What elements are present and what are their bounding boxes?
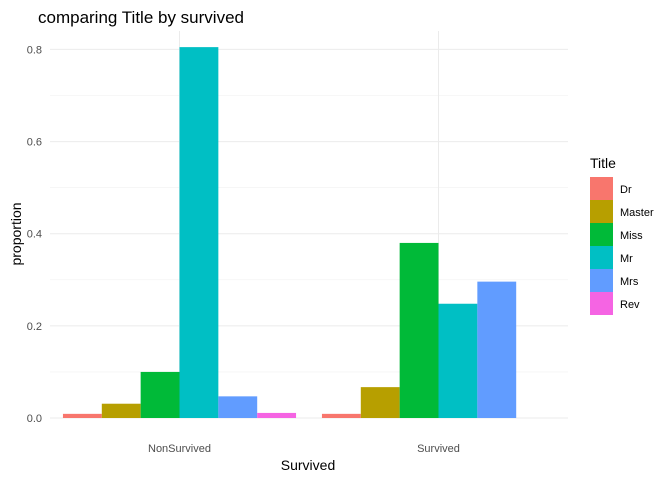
bar-dr-survived xyxy=(321,413,361,418)
bar-mrs-nonsurvived xyxy=(218,396,258,418)
legend-key-mrs xyxy=(590,269,613,292)
chart-title: comparing Title by survived xyxy=(38,8,244,27)
bar-master-survived xyxy=(360,387,400,418)
legend-label-miss: Miss xyxy=(620,230,643,242)
legend-label-dr: Dr xyxy=(620,184,632,196)
legend-key-miss xyxy=(590,223,613,246)
y-tick-label: 0.0 xyxy=(27,413,42,425)
legend-key-dr xyxy=(590,177,613,200)
legend-label-rev: Rev xyxy=(620,299,640,311)
bar-mrs-survived xyxy=(477,281,517,418)
x-axis-label: Survived xyxy=(281,457,335,473)
legend-label-master: Master xyxy=(620,207,654,219)
plot-bars xyxy=(62,47,517,418)
legend-key-mr xyxy=(590,246,613,269)
legend: Title Dr Master Miss Mr Mrs Rev xyxy=(590,155,654,315)
bar-master-nonsurvived xyxy=(101,403,141,418)
bar-rev-nonsurvived xyxy=(257,412,297,418)
y-axis-ticks: 0.0 0.2 0.4 0.6 0.8 xyxy=(27,44,42,425)
x-tick-label: NonSurvived xyxy=(148,443,211,455)
x-axis-ticks: NonSurvived Survived xyxy=(148,443,460,455)
bar-miss-survived xyxy=(399,242,439,418)
y-axis-label: proportion xyxy=(8,202,24,265)
bar-dr-nonsurvived xyxy=(62,413,102,418)
y-tick-label: 0.2 xyxy=(27,321,42,333)
bar-mr-nonsurvived xyxy=(179,47,219,418)
legend-title: Title xyxy=(590,155,616,171)
legend-key-master xyxy=(590,200,613,223)
y-tick-label: 0.8 xyxy=(27,44,42,56)
legend-label-mrs: Mrs xyxy=(620,276,639,288)
y-tick-label: 0.6 xyxy=(27,137,42,149)
x-tick-label: Survived xyxy=(417,443,460,455)
legend-key-rev xyxy=(590,292,613,315)
y-tick-label: 0.4 xyxy=(27,229,42,241)
legend-label-mr: Mr xyxy=(620,253,633,265)
bar-miss-nonsurvived xyxy=(140,371,180,418)
bar-mr-survived xyxy=(438,303,478,418)
